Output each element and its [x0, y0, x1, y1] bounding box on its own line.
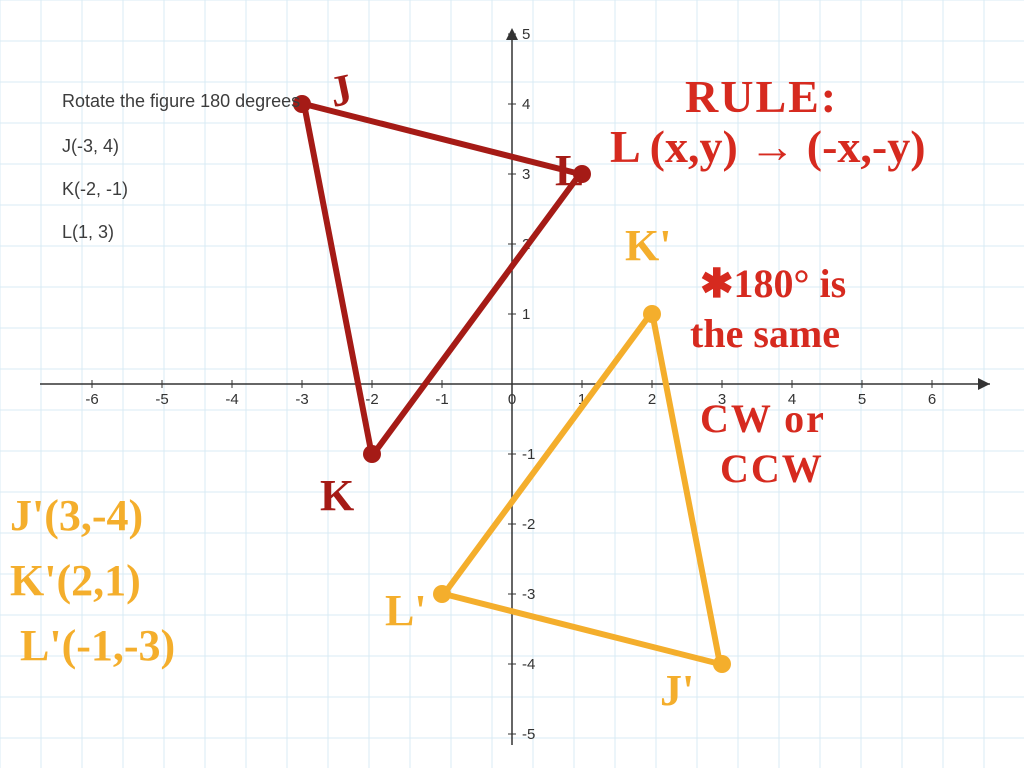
svg-text:2: 2 [648, 391, 656, 408]
svg-text:-3: -3 [295, 391, 308, 408]
svg-text:-5: -5 [522, 726, 535, 743]
label-k: K [320, 470, 354, 521]
svg-text:3: 3 [522, 166, 530, 183]
arrow-icon: → [749, 120, 795, 173]
note-line-2: the same [690, 310, 840, 357]
problem-title: Rotate the figure 180 degrees [62, 90, 300, 113]
label-l-prime: L' [385, 585, 427, 636]
svg-text:-3: -3 [522, 586, 535, 603]
svg-text:-2: -2 [365, 391, 378, 408]
svg-text:6: 6 [928, 391, 936, 408]
svg-text:-1: -1 [522, 446, 535, 463]
svg-text:5: 5 [522, 26, 530, 43]
label-k-prime: K' [625, 220, 671, 271]
rule-heading: RULE: [685, 70, 838, 123]
point-j-text: J(-3, 4) [62, 135, 119, 158]
svg-text:0: 0 [508, 391, 516, 408]
image-coord-kp: K'(2,1) [10, 555, 141, 606]
svg-text:5: 5 [858, 391, 866, 408]
svg-text:-4: -4 [522, 656, 535, 673]
note-line-4: CCW [720, 445, 824, 492]
point-l-text: L(1, 3) [62, 221, 114, 244]
label-l: L [555, 145, 584, 196]
svg-text:1: 1 [522, 306, 530, 323]
svg-text:-2: -2 [522, 516, 535, 533]
svg-text:-4: -4 [225, 391, 238, 408]
image-coord-jp: J'(3,-4) [10, 490, 143, 541]
note-line-3: CW or [700, 395, 826, 442]
point-k-text: K(-2, -1) [62, 178, 128, 201]
svg-text:4: 4 [522, 96, 530, 113]
label-j-prime: J' [660, 665, 694, 716]
rule-formula: L (x,y) → (-x,-y) [610, 120, 926, 173]
svg-text:-5: -5 [155, 391, 168, 408]
svg-text:-6: -6 [85, 391, 98, 408]
rule-left: L (x,y) [610, 121, 738, 172]
rule-right: (-x,-y) [807, 121, 926, 172]
svg-text:-1: -1 [435, 391, 448, 408]
whiteboard-canvas: { "problem": { "title": "Rotate the figu… [0, 0, 1024, 768]
note-line-1: ✱180° is [700, 260, 846, 307]
image-coord-lp: L'(-1,-3) [20, 620, 175, 671]
